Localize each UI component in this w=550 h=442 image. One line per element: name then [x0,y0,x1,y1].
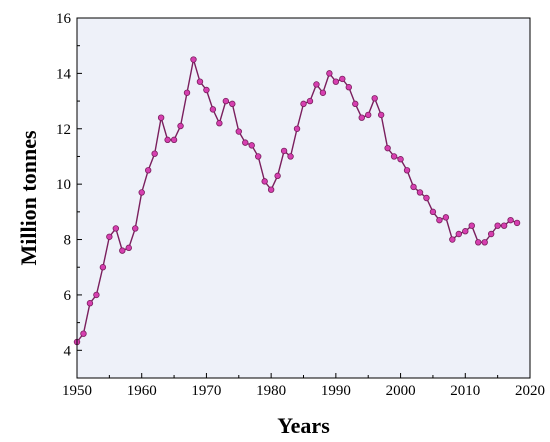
y-tick-label: 10 [56,177,71,193]
data-point [377,111,385,119]
data-point [416,189,424,196]
data-point [403,167,411,174]
data-point [203,86,210,94]
data-point [138,189,145,196]
data-point [157,114,165,121]
y-tick-label: 6 [64,288,72,304]
x-axis: 1950 1960 1970 1980 1990 2000 2010 2020 [62,373,545,399]
y-tick-label: 8 [64,233,72,249]
data-point [125,244,132,252]
data-point [397,156,404,163]
data-point [300,100,307,108]
data-point [287,153,294,160]
data-point [436,216,443,224]
data-layer [73,56,521,346]
y-tick-label: 16 [56,11,72,27]
x-tick-label: 1980 [256,383,286,399]
data-point [222,97,230,105]
x-tick-label: 1970 [191,383,221,399]
data-point [371,95,378,102]
data-point [442,214,450,221]
data-point [358,114,365,121]
data-point [429,208,437,216]
data-point [475,239,482,246]
data-point [248,142,255,149]
data-point [86,300,94,307]
data-point [384,144,391,152]
data-point [80,330,87,337]
data-point [267,186,275,193]
data-point [319,89,327,96]
data-point [183,89,191,96]
data-point [468,222,475,229]
y-tick-label: 4 [64,343,72,359]
data-point [494,222,501,229]
data-point [99,264,107,271]
plot-area [77,18,530,378]
data-point [274,172,281,180]
data-point [462,228,469,235]
data-point [293,125,301,132]
data-point [164,136,171,144]
data-point [93,291,100,299]
x-tick-label: 1990 [321,383,351,399]
data-point [242,139,249,146]
data-point [507,216,514,224]
data-point [132,225,139,232]
data-point [196,78,204,85]
data-point [500,222,508,229]
data-point [365,111,372,119]
data-point [455,230,463,238]
x-tick-label: 2020 [515,383,545,399]
x-tick-label: 1950 [62,383,92,399]
x-tick-label: 2010 [450,383,480,399]
data-point [487,230,495,238]
data-point [106,233,113,240]
data-point [170,136,178,144]
data-point [345,84,352,91]
data-point [313,81,320,88]
data-point [306,97,314,105]
data-point [209,106,217,113]
x-tick-label: 2000 [386,383,416,399]
data-point [151,150,158,157]
data-point [352,100,359,108]
data-point [261,178,268,185]
data-point [339,75,346,83]
data-point [326,70,333,77]
data-point [144,167,152,174]
data-point [119,247,126,254]
data-point [216,120,223,127]
data-point [390,153,398,160]
x-axis-title: Years [277,413,330,438]
data-point [112,225,120,232]
y-tick-label: 12 [56,122,71,138]
data-point [255,153,262,160]
data-point [235,128,242,135]
data-point [332,78,340,85]
y-tick-label: 14 [56,66,72,82]
y-axis-title: Million tonnes [16,130,41,266]
x-tick-label: 1960 [127,383,157,399]
data-point [410,183,417,191]
data-point [481,239,488,246]
data-point [449,236,456,243]
data-point [190,56,197,63]
y-axis: 4 6 8 10 12 14 16 [56,11,82,359]
data-point [177,122,184,130]
data-point [229,100,236,108]
data-point [280,147,288,155]
data-point [513,219,521,227]
data-point [423,194,430,202]
